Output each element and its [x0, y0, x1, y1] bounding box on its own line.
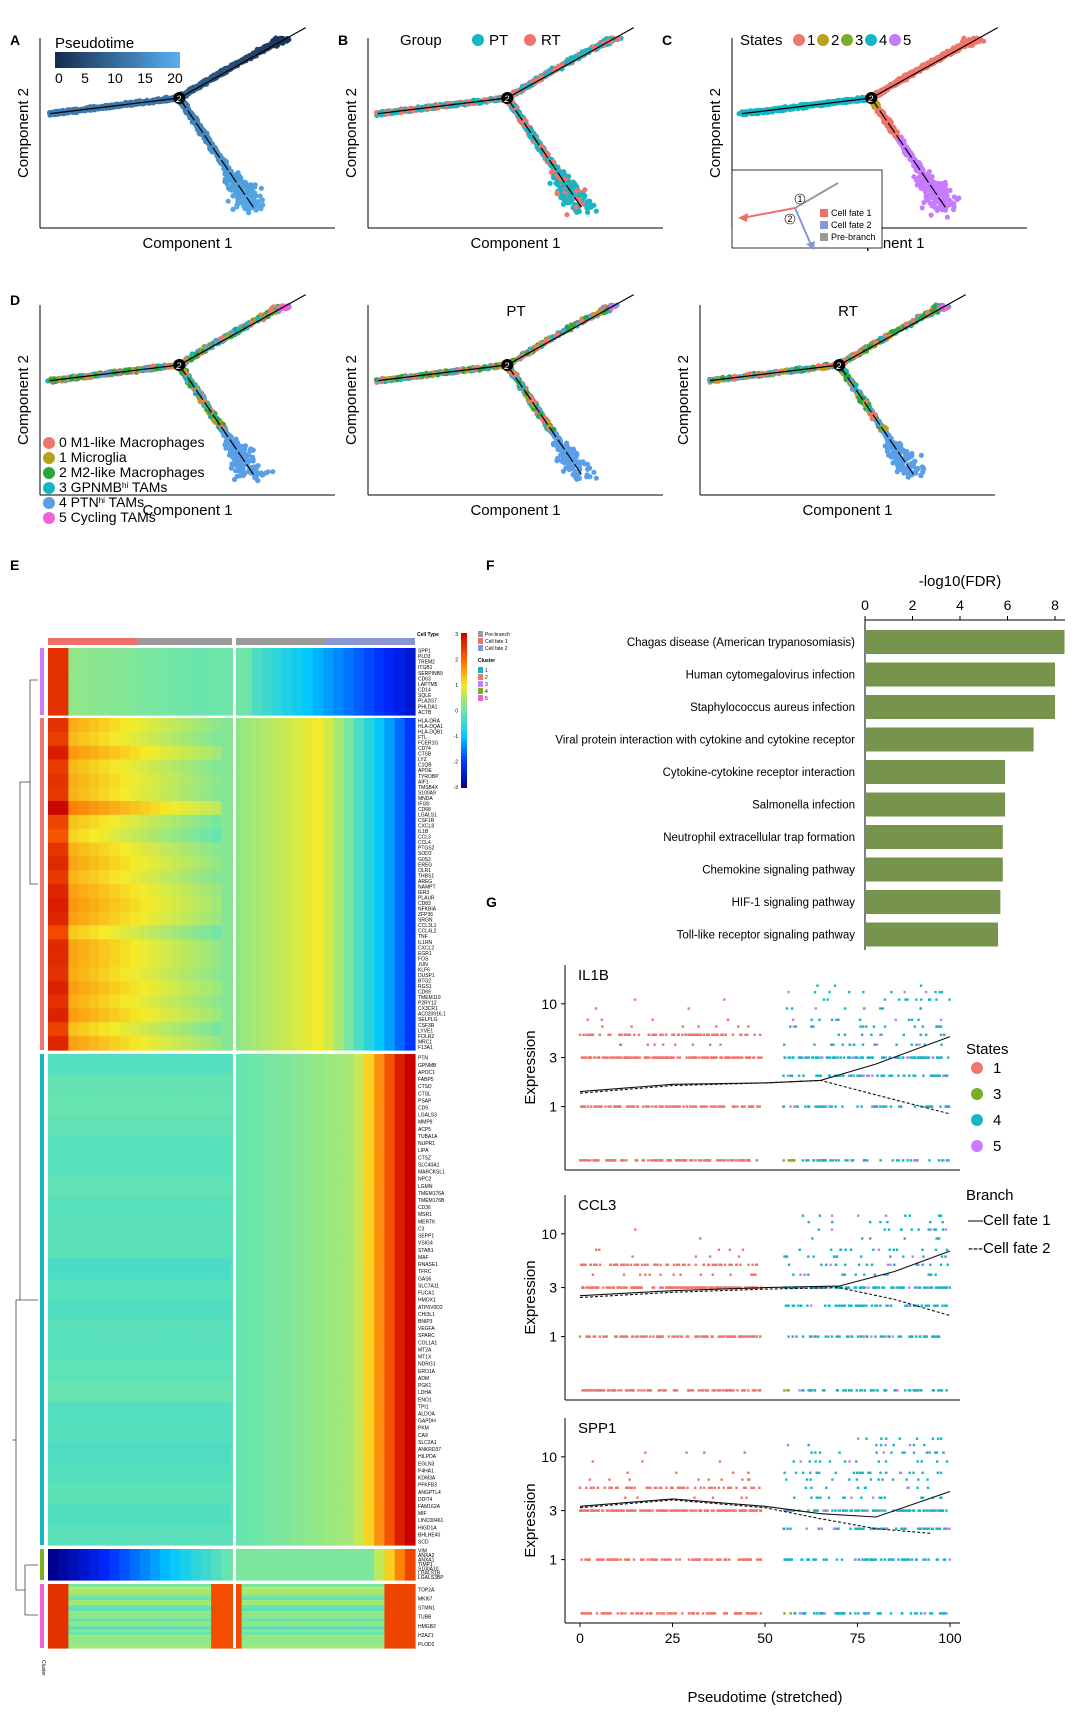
panel-a-cell-point [222, 179, 227, 184]
panel-a-trajectory-branch [179, 98, 253, 207]
panel-a-cell-point [232, 188, 237, 193]
pseudotime-colorbar [55, 52, 180, 68]
panel-a-cell-point [243, 202, 248, 207]
panel-a-cell-point [254, 208, 259, 213]
panel-a-cell-point [272, 38, 277, 43]
panel-a-cell-point [257, 203, 262, 208]
pseudotime-tick: 15 [137, 70, 153, 86]
panel-a-cell-point [239, 198, 244, 203]
pseudotime-tick: 0 [55, 70, 63, 86]
panel-a-cell-point [236, 170, 241, 175]
panel-a-cell-point [234, 204, 239, 209]
panel-a-cell-point [259, 186, 264, 191]
pseudotime-tick: 20 [167, 70, 183, 86]
pseudotime-tick: 10 [107, 70, 123, 86]
panel-b-cell-point [564, 212, 569, 217]
figure: 2 Component 1 Component 2 Pseudotime 0 5 10 15 2… [0, 0, 1080, 1715]
pseudotime-legend-title: Pseudotime [55, 35, 134, 52]
panel-a: 2 Component 1 Component 2 Pseudotime 0 5 10 15 2… [15, 28, 335, 252]
panel-a-cell-point [246, 210, 251, 215]
panel-a-branch-label: 2 [175, 94, 181, 104]
panel-a-cell-point [227, 187, 232, 192]
pseudotime-tick: 5 [81, 70, 89, 86]
panel-a-xlabel: Component 1 [142, 235, 232, 252]
panel-a-cell-point [252, 190, 257, 195]
panel-a-cell-point [243, 180, 248, 185]
panel-a-ylabel: Component 2 [15, 88, 32, 178]
panel-a-cell-point [226, 199, 231, 204]
panel-a-cell-point [248, 182, 253, 187]
panel-a-cell-point [250, 197, 255, 202]
